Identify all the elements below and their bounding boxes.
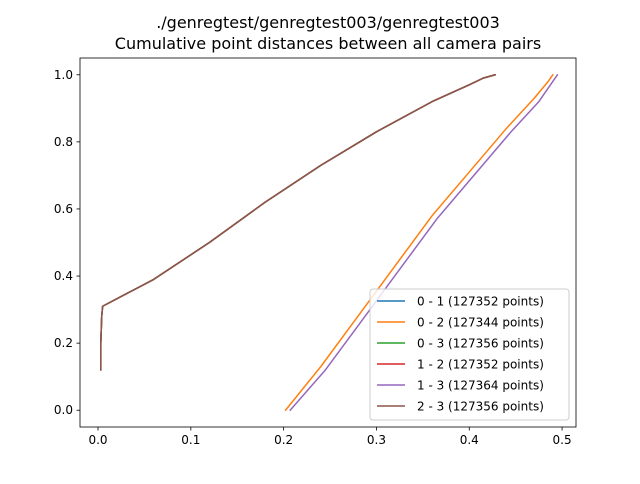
x-tick-label: 0.5 <box>553 433 572 447</box>
x-tick-label: 0.2 <box>274 433 293 447</box>
x-tick-label: 0.1 <box>181 433 200 447</box>
x-tick-label: 0.0 <box>88 433 107 447</box>
y-tick-label: 0.2 <box>54 336 73 350</box>
plot-frame <box>79 57 577 428</box>
y-tick-label: 0.4 <box>54 269 73 283</box>
legend: 0 - 1 (127352 points) 0 - 2 (127344 point… <box>369 288 570 421</box>
series-line-4 <box>289 74 559 411</box>
legend-label: 1 - 2 (127352 points) <box>417 358 544 372</box>
legend-label: 1 - 3 (127364 points) <box>417 379 544 393</box>
series-line-5 <box>100 74 496 371</box>
chart-title: ./genregtest/genregtest003/genregtest003 <box>156 13 500 32</box>
legend-label: 0 - 1 (127352 points) <box>417 295 544 309</box>
y-tick-label: 0.6 <box>54 202 73 216</box>
y-tick-label: 0.0 <box>54 403 73 417</box>
legend-box <box>369 288 570 421</box>
series-line-1 <box>284 74 554 411</box>
series-layer <box>100 74 559 411</box>
x-tick-label: 0.4 <box>460 433 479 447</box>
y-tick-label: 0.8 <box>54 135 73 149</box>
legend-label: 0 - 3 (127356 points) <box>417 337 544 351</box>
y-tick-label: 1.0 <box>54 68 73 82</box>
legend-label: 0 - 2 (127344 points) <box>417 316 544 330</box>
legend-label: 2 - 3 (127356 points) <box>417 400 544 414</box>
axes-layer: 0.0 0.1 0.2 0.3 0.4 0.5 0.0 0.2 0.4 0.6 0.8 1.0 <box>54 57 577 447</box>
x-tick-label: 0.3 <box>367 433 386 447</box>
chart-subtitle: Cumulative point distances between all c… <box>115 34 541 53</box>
